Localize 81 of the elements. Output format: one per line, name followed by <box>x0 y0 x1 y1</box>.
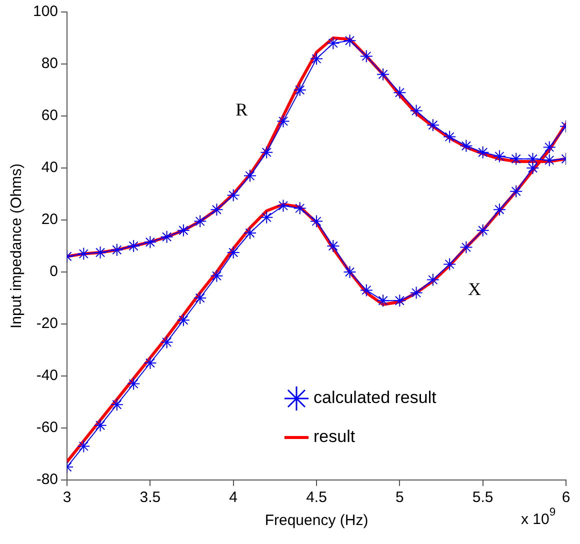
point <box>476 224 490 237</box>
x-tick-label: 4 <box>229 489 238 506</box>
point <box>293 202 306 215</box>
point <box>410 104 423 118</box>
point <box>443 258 456 271</box>
point <box>393 294 406 308</box>
point <box>94 418 107 432</box>
y-axis-title: Input impedance (Ohms) <box>8 163 26 329</box>
point <box>310 52 324 66</box>
point <box>160 230 174 244</box>
point <box>260 146 274 159</box>
point <box>176 314 190 327</box>
point <box>460 240 473 254</box>
point <box>260 210 274 224</box>
point <box>194 214 207 228</box>
y-tick-label: 40 <box>41 159 58 176</box>
point <box>476 146 490 159</box>
point <box>226 246 240 259</box>
point <box>393 86 406 100</box>
point <box>542 154 556 167</box>
point <box>360 284 373 297</box>
point <box>77 247 90 260</box>
point <box>110 398 124 412</box>
point <box>492 203 506 216</box>
point <box>210 203 224 216</box>
x-tick-label: 6 <box>562 489 570 506</box>
point <box>326 36 340 50</box>
point <box>94 246 107 259</box>
y-tick-label: 0 <box>50 263 58 280</box>
point <box>243 169 256 182</box>
legend-label: result <box>314 427 356 446</box>
x-tick-label: 3.5 <box>140 489 161 506</box>
point <box>160 336 174 349</box>
point <box>526 152 540 166</box>
point <box>77 440 90 453</box>
point <box>144 236 157 249</box>
point <box>276 199 290 212</box>
annotation: R <box>236 100 248 120</box>
y-tick-label: 60 <box>41 107 58 124</box>
point <box>426 273 440 286</box>
point <box>510 184 523 198</box>
point <box>343 266 356 278</box>
point <box>276 114 290 128</box>
y-tick-label: -60 <box>36 419 58 436</box>
point <box>542 140 556 154</box>
x-tick-label: 5 <box>396 489 404 506</box>
point <box>376 294 390 308</box>
point <box>127 377 140 390</box>
x-tick-label: 3 <box>62 489 72 506</box>
y-tick-label: 100 <box>32 3 58 20</box>
point <box>144 356 157 370</box>
point <box>127 240 140 252</box>
point <box>210 269 224 282</box>
point <box>110 243 124 256</box>
x-tick-label: 4.5 <box>306 489 327 506</box>
annotation: X <box>468 278 482 299</box>
point <box>426 118 440 132</box>
point <box>526 162 540 174</box>
y-tick-label: -20 <box>36 315 58 332</box>
point <box>460 139 473 152</box>
point <box>310 214 324 228</box>
point <box>176 224 190 237</box>
x-tick-label: 5.5 <box>472 489 494 506</box>
y-tick-label: 80 <box>41 55 58 72</box>
legend-label: calculated result <box>314 388 437 408</box>
point <box>194 292 207 304</box>
x-axis-title: Frequency (Hz) <box>264 512 368 530</box>
point <box>360 50 373 63</box>
point <box>510 152 523 166</box>
point <box>293 84 306 96</box>
y-tick-label: 20 <box>41 211 58 228</box>
point <box>492 150 506 163</box>
point <box>243 226 256 240</box>
y-tick-label: -80 <box>36 471 58 488</box>
point <box>226 188 240 202</box>
point <box>410 286 423 300</box>
point <box>376 68 390 81</box>
point <box>443 130 456 144</box>
y-tick-label: -40 <box>36 367 58 384</box>
point <box>326 240 340 252</box>
point <box>343 34 356 48</box>
